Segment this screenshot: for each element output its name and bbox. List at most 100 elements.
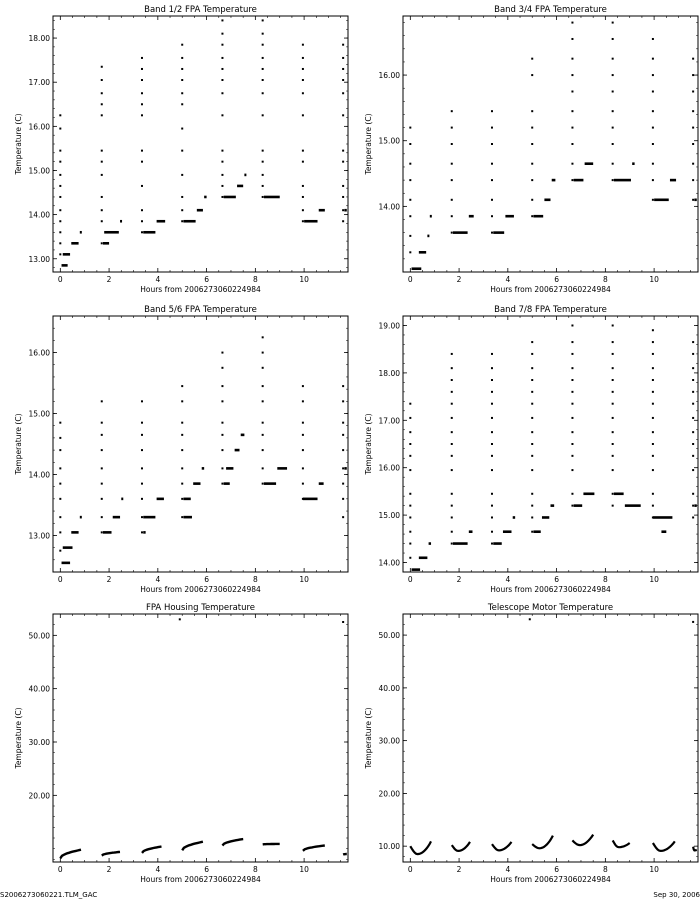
burst-low-point	[261, 482, 264, 485]
burst-point	[59, 497, 62, 500]
burst-point	[261, 160, 264, 163]
spike-point	[178, 618, 181, 621]
y-tick-label: 10.00	[379, 842, 401, 851]
burst-point	[100, 173, 103, 176]
y-tick-label: 20.00	[379, 789, 401, 798]
x-axis-label: Hours from 2006273060224984	[490, 585, 611, 594]
burst-point	[261, 19, 264, 22]
y-tick-label: 15.00	[29, 410, 51, 419]
y-tick-label: 14.00	[29, 470, 51, 479]
y-tick-label: 19.00	[379, 321, 401, 330]
burst-point	[342, 79, 345, 81]
x-axis-label: Hours from 2006273060224984	[140, 585, 261, 594]
burst-point	[611, 492, 614, 495]
burst-point	[181, 173, 184, 176]
burst-point	[531, 431, 534, 434]
burst-point	[692, 341, 695, 344]
burst-point	[261, 79, 264, 81]
burst-point	[531, 390, 534, 393]
burst-point	[100, 467, 103, 470]
burst-point	[261, 92, 264, 95]
burst-point	[261, 67, 264, 70]
burst-point	[651, 110, 654, 113]
step-segment	[624, 504, 641, 507]
band56-fpa-temperature-chart: Band 5/6 FPA Temperature 0 2 4 6 8 10 13.00 14.0…	[0, 300, 350, 600]
step-segment	[411, 267, 422, 271]
y-tick-label: 18.00	[29, 34, 51, 43]
step-segment	[418, 251, 427, 254]
burst-point	[531, 492, 534, 495]
burst-point	[651, 454, 654, 457]
burst-point	[301, 400, 304, 403]
chart-svg: Band 3/4 FPA Temperature 0 2 4 6 8 10 14.00 15.0…	[364, 5, 699, 294]
y-axis-label: Temperature (C)	[14, 113, 23, 175]
step-segment	[669, 178, 677, 182]
x-tick-label: 4	[155, 865, 160, 874]
burst-point	[59, 114, 62, 117]
burst-point	[59, 231, 62, 234]
step-segment	[632, 162, 635, 165]
burst-point	[651, 416, 654, 419]
burst-low-point	[181, 516, 184, 519]
burst-point	[342, 92, 345, 95]
burst-point	[692, 402, 695, 405]
burst-point	[409, 198, 412, 201]
step-segment	[62, 546, 73, 549]
burst-point	[140, 449, 143, 452]
burst-point	[221, 173, 224, 176]
step-segment	[79, 515, 82, 519]
burst-point	[531, 74, 534, 77]
burst-point	[651, 37, 654, 40]
footer-date: Sep 30, 2006	[653, 891, 700, 899]
burst-point	[301, 56, 304, 59]
burst-point	[181, 400, 184, 403]
burst-point	[301, 449, 304, 452]
burst-point	[611, 431, 614, 434]
burst-point	[571, 352, 574, 355]
step-segment	[223, 482, 230, 485]
x-tick-label: 2	[457, 865, 462, 874]
burst-point	[100, 482, 103, 485]
burst-low-point	[342, 220, 345, 223]
burst-point	[450, 379, 453, 381]
y-tick-label: 17.00	[379, 416, 401, 425]
burst-point	[181, 67, 184, 70]
x-tick-label: 2	[457, 275, 462, 284]
burst-point	[342, 400, 345, 403]
step-segment	[541, 516, 550, 519]
burst-point	[301, 43, 304, 46]
step-segment	[452, 542, 468, 545]
burst-point	[301, 482, 304, 485]
burst-point	[409, 431, 412, 434]
burst-point	[100, 433, 103, 436]
y-tick-label: 14.00	[29, 211, 51, 220]
burst-point	[221, 351, 224, 354]
burst-point	[301, 195, 304, 198]
x-tick-label: 8	[253, 865, 258, 874]
burst-point	[450, 469, 453, 472]
burst-point	[571, 143, 574, 145]
burst-point	[181, 433, 184, 436]
burst-low-point	[692, 516, 695, 519]
step-segment	[61, 264, 68, 267]
y-axis-label: Temperature (C)	[364, 113, 373, 175]
x-tick-label: 10	[649, 575, 659, 584]
motor-curve	[611, 839, 631, 849]
burst-point	[651, 179, 654, 182]
burst-point	[651, 143, 654, 145]
burst-point	[59, 421, 62, 424]
burst-point	[59, 160, 62, 163]
burst-point	[100, 160, 103, 163]
x-tick-label: 0	[408, 275, 413, 284]
burst-point	[611, 416, 614, 419]
burst-point	[571, 57, 574, 60]
burst-point	[692, 469, 695, 472]
burst-point	[140, 79, 143, 81]
burst-point	[342, 482, 345, 485]
x-tick-label: 8	[603, 275, 608, 284]
burst-point	[531, 162, 534, 165]
burst-point	[651, 492, 654, 495]
step-segment	[102, 242, 110, 245]
x-tick-label: 8	[253, 275, 258, 284]
step-segment	[71, 242, 79, 245]
